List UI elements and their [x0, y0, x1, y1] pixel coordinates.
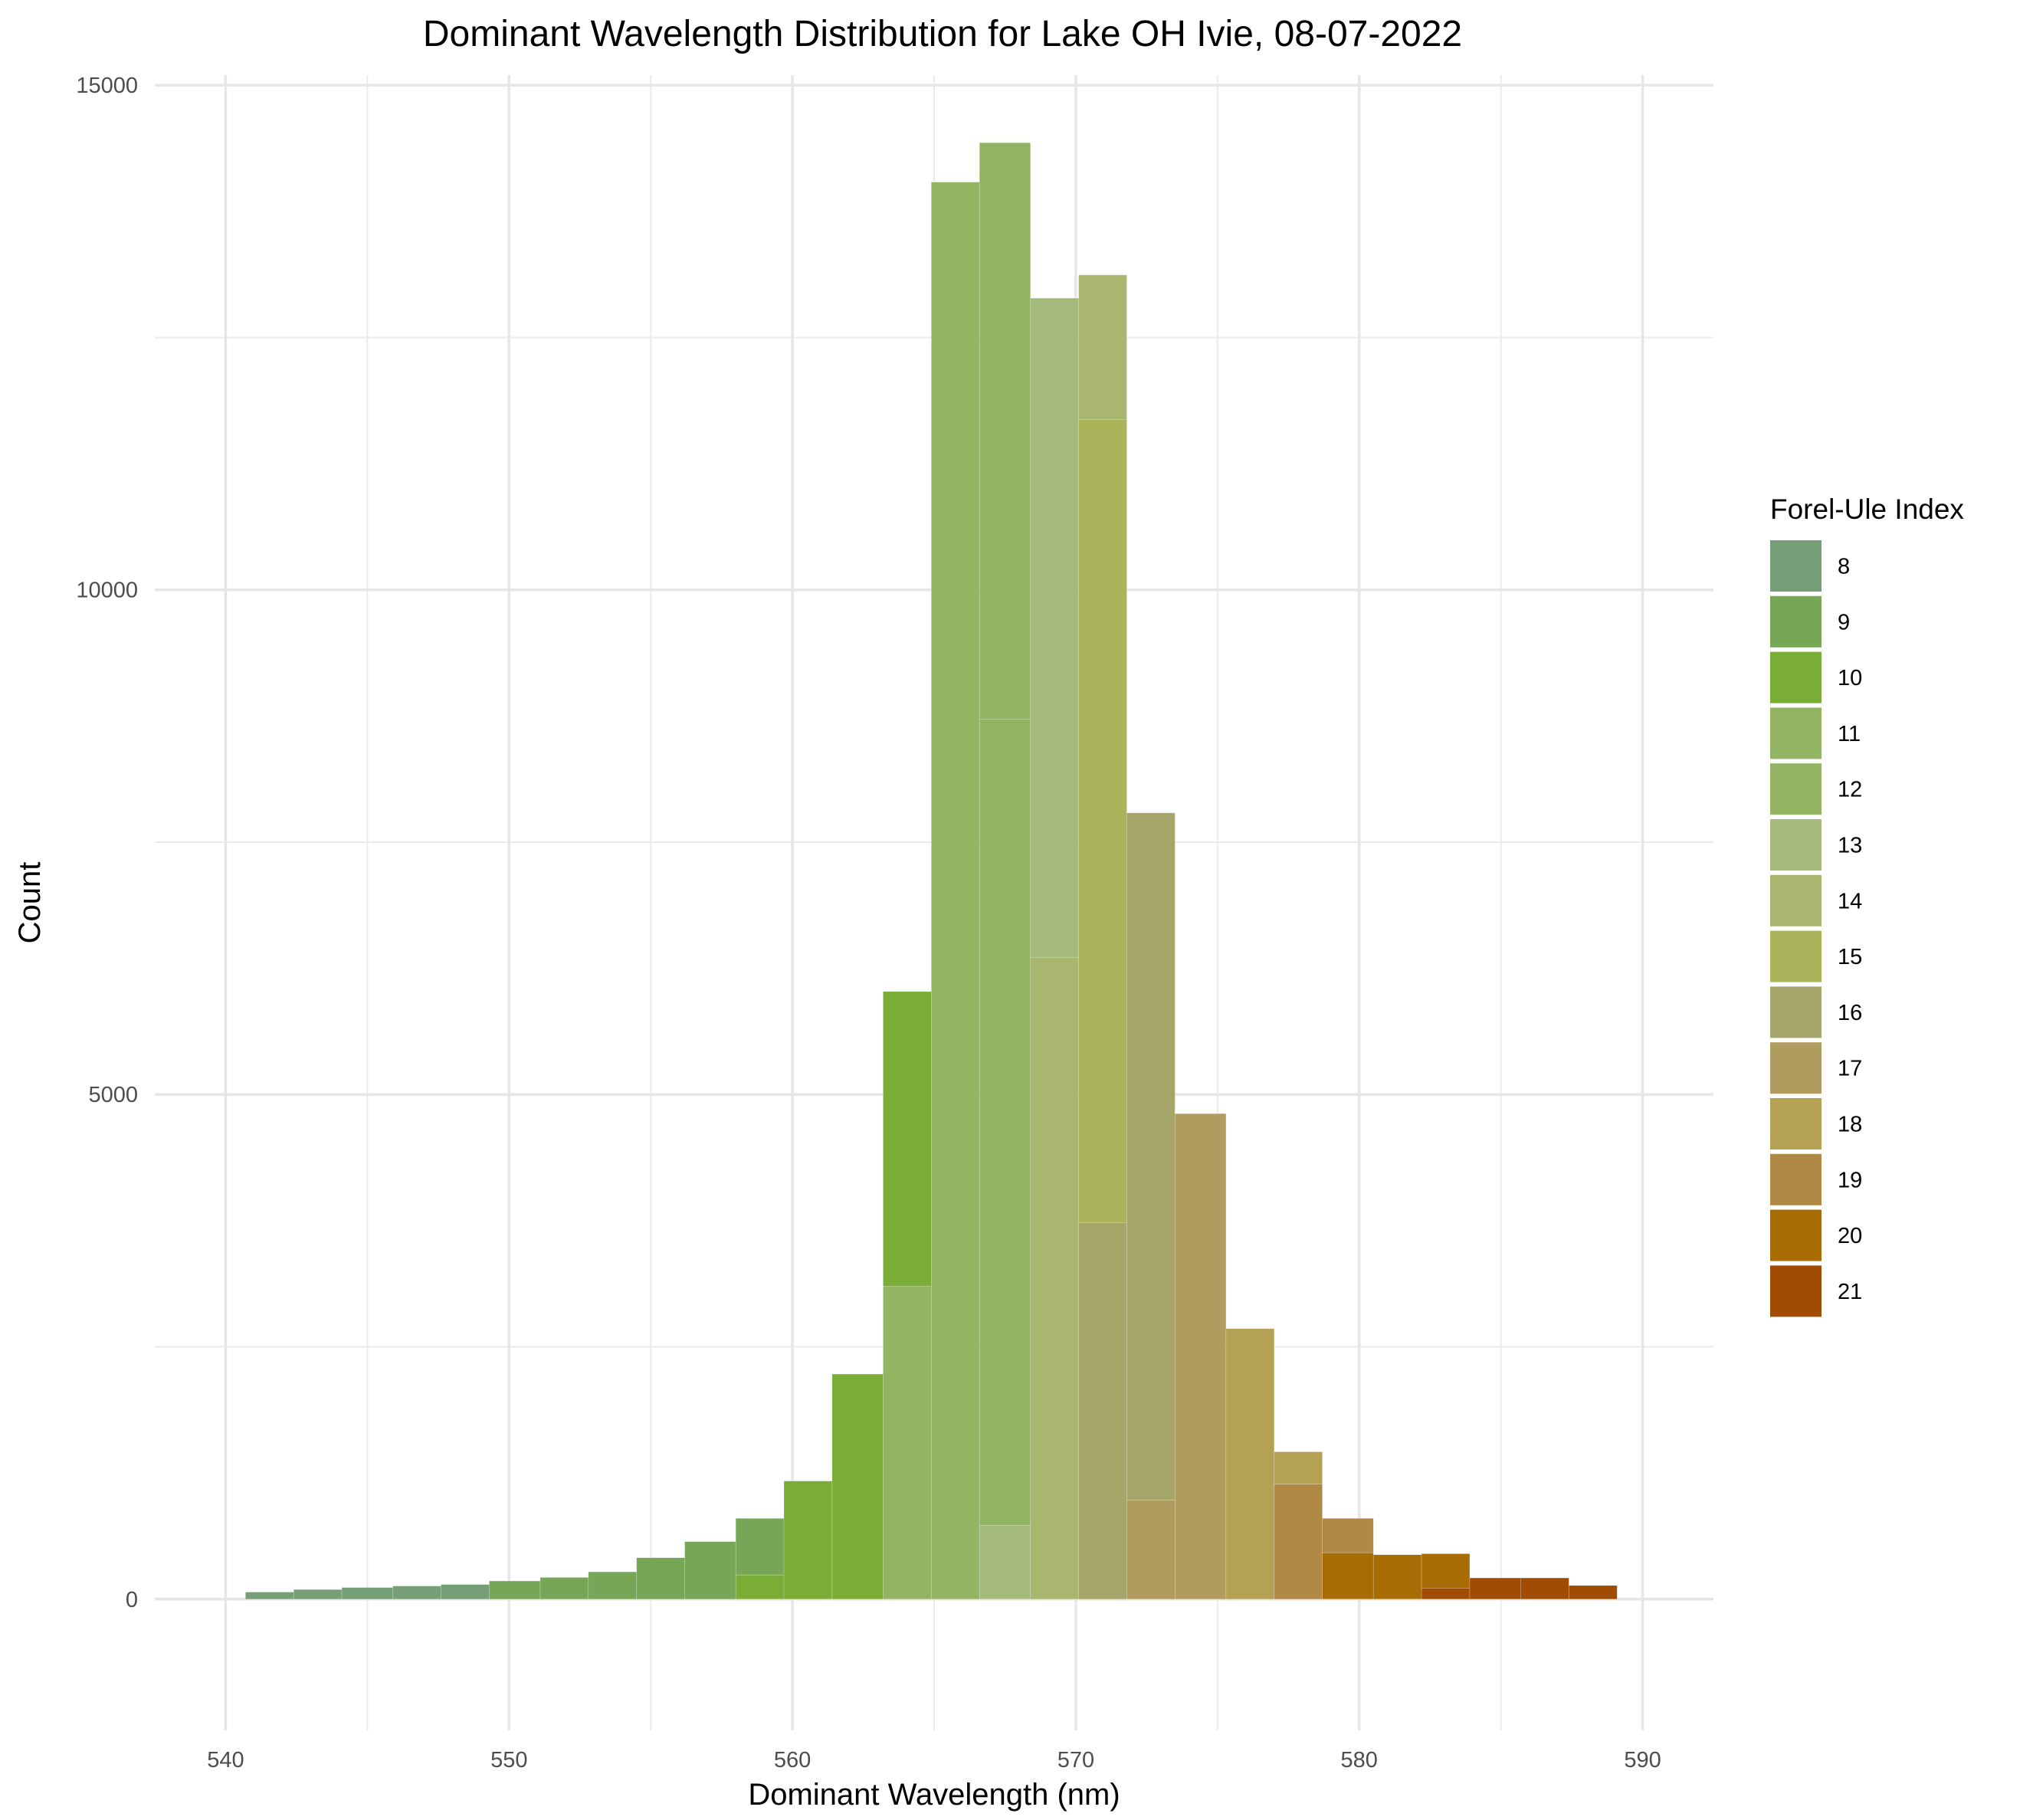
histogram-bar-segment — [735, 1518, 785, 1576]
histogram-bar-segment — [1469, 1577, 1521, 1600]
histogram-bar-segment — [489, 1580, 541, 1600]
histogram-bar-segment — [341, 1587, 393, 1600]
histogram-bar-segment — [1274, 1484, 1323, 1600]
y-tick-label: 0 — [126, 1588, 138, 1612]
histogram-bar-segment — [1569, 1585, 1618, 1600]
histogram-bar-segment — [245, 1592, 294, 1600]
legend-key-label: 9 — [1838, 610, 1850, 635]
histogram-bar-segment — [588, 1571, 637, 1600]
histogram-bar-segment — [1322, 1552, 1374, 1600]
histogram-bar-segment — [1520, 1577, 1569, 1600]
chart-title: Dominant Wavelength Distribution for Lak… — [423, 14, 1462, 54]
histogram-bar-segment — [684, 1541, 736, 1600]
legend: Forel-Ule Index 8 9 10 11 12 13 14 15 16 17 18 19 20… — [1770, 494, 1964, 1317]
histogram-bar-segment — [293, 1589, 343, 1600]
histogram-bar-segment — [1175, 1113, 1227, 1600]
histogram-bar-segment — [1126, 1500, 1176, 1600]
histogram-bar-segment — [735, 1574, 785, 1600]
legend-key-label: 11 — [1838, 722, 1861, 746]
histogram-bar-segment — [1030, 956, 1079, 1600]
histogram-bar-segment — [1078, 274, 1127, 420]
legend-key-swatch — [1770, 986, 1822, 1038]
histogram-bar-segment — [539, 1577, 589, 1600]
legend-key-label: 15 — [1838, 945, 1862, 969]
histogram-bar-segment — [883, 1286, 932, 1600]
histogram-bar-segment — [441, 1584, 490, 1600]
histogram-bar-segment — [883, 991, 932, 1287]
legend-key-label: 14 — [1838, 889, 1862, 913]
legend-key-swatch — [1770, 930, 1822, 982]
histogram-bar-segment — [636, 1557, 685, 1600]
histogram-bar-segment — [979, 1525, 1031, 1600]
legend-key-swatch — [1770, 1153, 1822, 1205]
histogram-bar-segment — [1274, 1451, 1323, 1484]
x-tick-label: 570 — [1057, 1748, 1094, 1772]
x-tick-label: 540 — [207, 1748, 244, 1772]
y-axis-title: Count — [13, 862, 47, 944]
x-tick-label: 590 — [1624, 1748, 1661, 1772]
legend-key-swatch — [1770, 874, 1822, 926]
legend-key-label: 13 — [1838, 834, 1862, 858]
legend-key-swatch — [1770, 707, 1822, 759]
x-tick-label: 580 — [1341, 1748, 1378, 1772]
histogram-bar-segment — [1322, 1518, 1374, 1553]
legend-key-swatch — [1770, 1042, 1822, 1094]
histogram-bar-segment — [979, 718, 1031, 1526]
legend-key-label: 19 — [1838, 1168, 1862, 1192]
histogram-bar-segment — [1421, 1587, 1471, 1600]
bars-layer — [245, 142, 1618, 1600]
legend-key-swatch — [1770, 763, 1822, 815]
legend-key-label: 12 — [1838, 778, 1862, 802]
legend-key-label: 16 — [1838, 1001, 1862, 1025]
x-axis-title: Dominant Wavelength (nm) — [748, 1778, 1120, 1812]
x-tick-label: 550 — [490, 1748, 527, 1772]
legend-key-swatch — [1770, 1209, 1822, 1261]
histogram-bar-segment — [831, 1373, 884, 1600]
y-tick-label: 15000 — [76, 74, 138, 98]
histogram-bar-segment — [1078, 418, 1127, 1223]
histogram-bar-segment — [979, 142, 1031, 720]
histogram-bar-segment — [1372, 1554, 1422, 1600]
legend-key-label: 10 — [1838, 666, 1862, 690]
legend-key-swatch — [1770, 1265, 1822, 1317]
histogram-bar-segment — [1030, 297, 1079, 958]
histogram-bar-segment — [931, 182, 980, 1600]
histogram-bar-segment — [1225, 1328, 1275, 1600]
histogram-bar-segment — [783, 1481, 833, 1600]
legend-key-label: 17 — [1838, 1057, 1862, 1081]
histogram-bar-segment — [1421, 1553, 1471, 1589]
histogram-bar-segment — [392, 1586, 441, 1600]
legend-key-label: 21 — [1838, 1280, 1862, 1304]
x-tick-label: 560 — [774, 1748, 811, 1772]
legend-key-label: 8 — [1838, 555, 1850, 579]
legend-key-swatch — [1770, 1098, 1822, 1149]
legend-key-swatch — [1770, 540, 1822, 592]
legend-key-swatch — [1770, 651, 1822, 703]
y-tick-label: 5000 — [88, 1083, 138, 1107]
histogram-bar-segment — [1126, 812, 1176, 1501]
legend-key-swatch — [1770, 819, 1822, 871]
legend-key-label: 20 — [1838, 1224, 1862, 1248]
ticks-layer: 540 550 560 570 580 590 0 5000 10000 15000 — [76, 74, 1661, 1772]
y-tick-label: 10000 — [76, 579, 138, 603]
legend-key-label: 18 — [1838, 1113, 1862, 1137]
legend-title: Forel-Ule Index — [1770, 494, 1964, 525]
histogram-bar-segment — [1078, 1222, 1127, 1600]
legend-key-swatch — [1770, 595, 1822, 648]
